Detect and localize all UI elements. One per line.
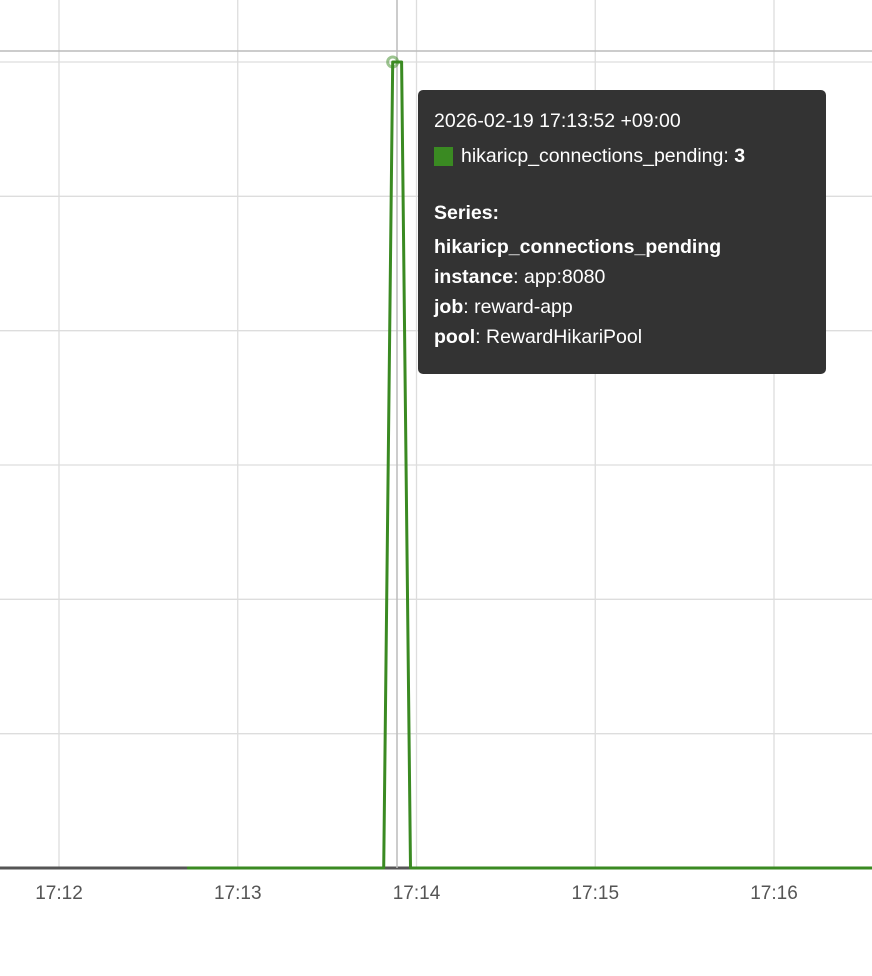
series-name: hikaricp_connections_pending [434, 236, 722, 258]
x-axis: 17:12 17:13 17:14 17:15 17:16 [35, 883, 798, 904]
x-tick-label: 17:12 [35, 883, 83, 904]
series-heading: Series: [434, 202, 500, 224]
tooltip-metric: hikaricp_connections_pending [461, 145, 724, 167]
x-tick-label: 17:15 [571, 883, 619, 904]
crosshair [0, 0, 872, 868]
label-instance: instance: app:8080 [434, 266, 606, 288]
x-tick-label: 17:16 [750, 883, 798, 904]
tooltip-timestamp: 2026-02-19 17:13:52 +09:00 [434, 110, 681, 132]
label-job: job: reward-app [434, 296, 573, 318]
x-tick-label: 17:14 [393, 883, 441, 904]
series-color-swatch [434, 147, 453, 166]
label-pool: pool: RewardHikariPool [434, 326, 643, 348]
series-layer [187, 55, 872, 870]
x-tick-label: 17:13 [214, 883, 262, 904]
tooltip-value-row: hikaricp_connections_pending: 3 [434, 145, 810, 168]
tooltip: 2026-02-19 17:13:52 +09:00 hikaricp_conn… [418, 90, 826, 374]
hover-point-marker [386, 55, 400, 69]
tooltip-value: 3 [734, 145, 746, 167]
